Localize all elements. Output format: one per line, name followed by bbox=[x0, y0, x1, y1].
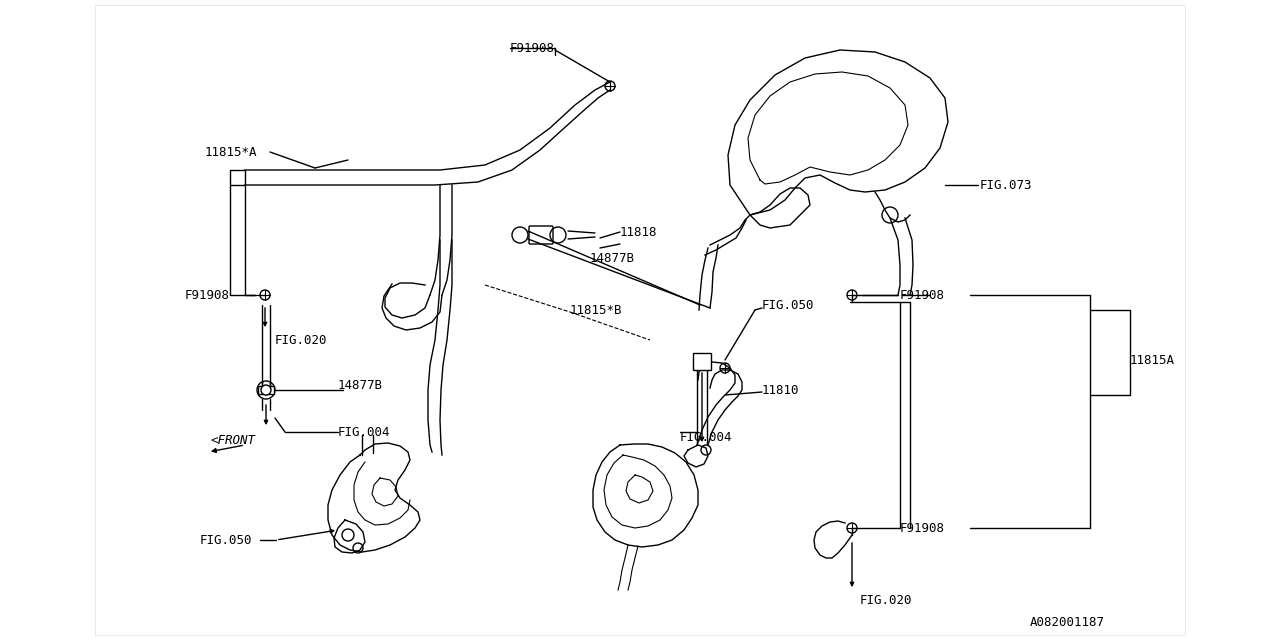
Bar bbox=[259, 386, 274, 394]
Text: 11815*B: 11815*B bbox=[570, 303, 622, 317]
Text: 14877B: 14877B bbox=[590, 252, 635, 264]
Text: FIG.050: FIG.050 bbox=[762, 298, 814, 312]
Text: FIG.004: FIG.004 bbox=[338, 426, 390, 438]
Bar bbox=[692, 353, 710, 370]
Text: F91908: F91908 bbox=[900, 522, 945, 534]
Text: FIG.020: FIG.020 bbox=[860, 593, 913, 607]
Text: F91908: F91908 bbox=[186, 289, 230, 301]
Text: <FRONT: <FRONT bbox=[210, 433, 255, 447]
Text: 11810: 11810 bbox=[762, 383, 800, 397]
Text: 11815A: 11815A bbox=[1130, 353, 1175, 367]
Text: A082001187: A082001187 bbox=[1030, 616, 1105, 628]
Text: FIG.050: FIG.050 bbox=[200, 534, 252, 547]
Circle shape bbox=[261, 385, 271, 395]
Text: 11815*A: 11815*A bbox=[205, 145, 257, 159]
Text: FIG.020: FIG.020 bbox=[275, 333, 328, 346]
Text: F91908: F91908 bbox=[509, 42, 556, 54]
Text: 11818: 11818 bbox=[620, 225, 658, 239]
Text: F91908: F91908 bbox=[900, 289, 945, 301]
Text: 14877B: 14877B bbox=[338, 378, 383, 392]
Text: FIG.004: FIG.004 bbox=[680, 431, 732, 444]
Text: FIG.073: FIG.073 bbox=[980, 179, 1033, 191]
